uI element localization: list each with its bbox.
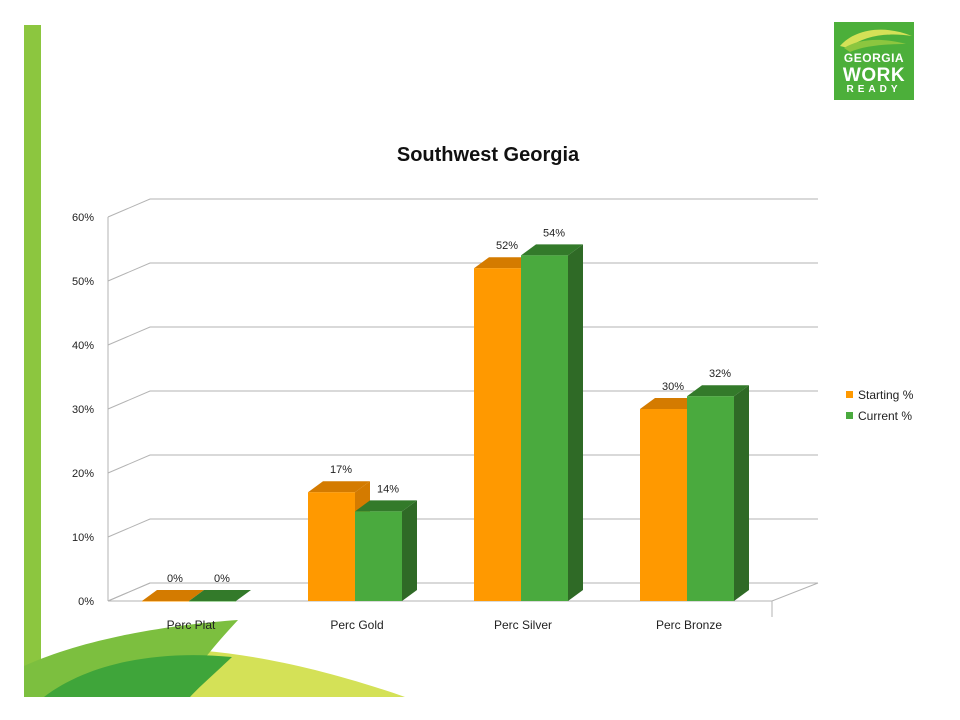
data-label: 17%: [330, 464, 352, 476]
legend-swatch-current: [846, 412, 853, 419]
bar-top: [355, 500, 417, 512]
y-tick-label: 10%: [72, 532, 94, 544]
chart-grid: [107, 198, 819, 617]
bar-current: 32%: [687, 368, 749, 601]
bar-front: [142, 601, 189, 602]
legend-item-current: Current %: [846, 405, 913, 426]
gridline: [107, 390, 818, 410]
x-tick-label: Perc Plat: [167, 618, 216, 632]
bar-top: [640, 398, 702, 409]
y-tick-label: 40%: [72, 340, 94, 352]
bar-starting: 0%: [142, 573, 204, 602]
bar-top: [142, 590, 204, 601]
bar-side: [402, 500, 417, 601]
logo-line-1: GEORGIA: [843, 51, 905, 65]
chart-bars: 0% 0% 17% 14% 52% 54% 30% 32%: [142, 227, 749, 602]
x-tick-label: Perc Bronze: [656, 618, 722, 632]
bar-front: [474, 268, 521, 601]
legend-label-current: Current %: [858, 408, 913, 423]
bar-top: [474, 257, 536, 269]
bar-front: [687, 396, 734, 601]
gridline: [107, 518, 818, 538]
bar-current: 0%: [189, 573, 251, 602]
data-label: 32%: [709, 368, 731, 380]
logo-line-2: WORK: [842, 65, 906, 86]
chart-title: Southwest Georgia: [397, 144, 580, 166]
gridline: [107, 198, 818, 218]
bar-front: [189, 601, 236, 602]
bar-front: [355, 511, 402, 601]
gridline: [107, 326, 818, 346]
y-tick-label: 50%: [72, 276, 94, 288]
bar-front: [308, 492, 355, 601]
bottom-dark-swoosh: [44, 655, 232, 697]
x-tick-label: Perc Silver: [494, 618, 552, 632]
y-axis-ticks: 0% 10% 20% 30% 40% 50% 60%: [72, 212, 94, 608]
data-label: 54%: [543, 227, 565, 239]
data-label: 52%: [496, 240, 518, 252]
bar-top: [521, 244, 583, 256]
data-label: 0%: [214, 573, 230, 585]
y-tick-label: 20%: [72, 468, 94, 480]
data-label: 0%: [167, 573, 183, 585]
bar-front: [521, 255, 568, 601]
georgia-work-ready-logo: GEORGIA WORK READY: [834, 22, 914, 100]
x-axis-labels: Perc Plat Perc Gold Perc Silver Perc Bronze: [167, 618, 723, 632]
data-label: 30%: [662, 381, 684, 393]
y-tick-label: 60%: [72, 212, 94, 224]
left-vertical-bar: [24, 25, 41, 697]
bar-top: [308, 481, 370, 493]
bar-side: [734, 385, 749, 601]
gridline: [107, 262, 818, 282]
legend-swatch-starting: [846, 391, 853, 398]
legend-item-starting: Starting %: [846, 384, 913, 405]
bar-front: [640, 409, 687, 601]
bar-side: [568, 244, 583, 601]
y-tick-label: 30%: [72, 404, 94, 416]
bar-current: 54%: [521, 227, 583, 601]
y-tick-label: 0%: [78, 596, 94, 608]
legend-label-starting: Starting %: [858, 387, 914, 402]
bar-current: 14%: [355, 483, 417, 601]
data-label: 14%: [377, 483, 399, 495]
bar-top: [687, 385, 749, 397]
logo-swoosh-icon: [840, 29, 912, 52]
gridline: [107, 582, 818, 602]
x-tick-label: Perc Gold: [330, 618, 383, 632]
logo-line-3: READY: [846, 84, 902, 95]
gridline: [107, 454, 818, 474]
bar-top: [189, 590, 251, 601]
chart-legend: Starting % Current %: [846, 384, 913, 426]
